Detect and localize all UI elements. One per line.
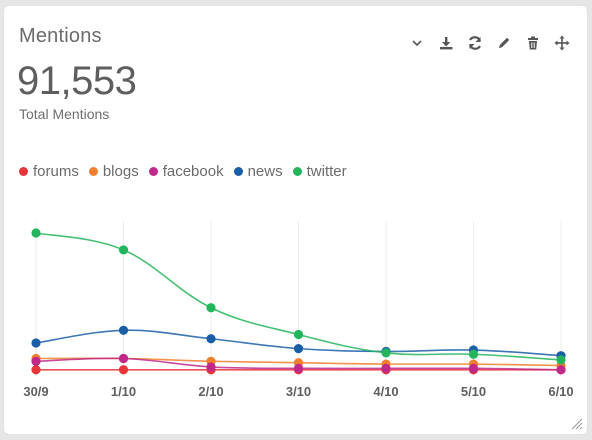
line-chart: 30/9 1/10 2/10 3/10 4/10 5/10 6/10 bbox=[23, 221, 574, 399]
x-tick-label: 2/10 bbox=[198, 384, 223, 399]
x-tick-label: 5/10 bbox=[461, 384, 486, 399]
legend-item-forums[interactable]: forums bbox=[19, 163, 79, 180]
legend-dot-blogs bbox=[88, 167, 98, 176]
data-point-twitter[interactable] bbox=[118, 245, 129, 255]
data-point-twitter[interactable] bbox=[468, 349, 479, 359]
x-tick-label: 1/10 bbox=[111, 384, 136, 399]
legend-item-twitter[interactable]: twitter bbox=[292, 163, 347, 180]
refresh-icon[interactable] bbox=[465, 33, 484, 52]
data-point-facebook[interactable] bbox=[293, 363, 304, 373]
data-point-forums[interactable] bbox=[31, 365, 41, 375]
download-icon[interactable] bbox=[436, 33, 455, 52]
data-point-facebook[interactable] bbox=[118, 353, 129, 364]
legend-dot-facebook bbox=[148, 167, 158, 176]
data-point-twitter[interactable] bbox=[293, 329, 304, 340]
x-tick-label: 3/10 bbox=[286, 384, 311, 399]
data-point-twitter[interactable] bbox=[556, 355, 566, 365]
widget-title: Mentions bbox=[19, 25, 102, 47]
legend-item-blogs[interactable]: blogs bbox=[88, 163, 139, 180]
legend-dot-forums bbox=[19, 167, 28, 176]
widget-toolbar bbox=[407, 33, 571, 52]
legend-dot-twitter bbox=[292, 167, 302, 176]
data-point-news[interactable] bbox=[206, 334, 216, 344]
resize-handle-icon[interactable] bbox=[569, 416, 583, 430]
data-point-twitter[interactable] bbox=[31, 228, 41, 238]
data-point-facebook[interactable] bbox=[381, 363, 391, 373]
x-tick-label: 30/9 bbox=[23, 384, 48, 399]
legend-label-forums: forums bbox=[33, 163, 79, 180]
edit-icon[interactable] bbox=[494, 33, 513, 52]
trash-icon[interactable] bbox=[523, 33, 542, 52]
mentions-widget: Mentions bbox=[3, 5, 588, 435]
move-icon[interactable] bbox=[552, 33, 571, 52]
data-point-news[interactable] bbox=[31, 338, 41, 348]
data-point-facebook[interactable] bbox=[556, 365, 566, 375]
data-point-twitter[interactable] bbox=[381, 348, 391, 358]
data-point-news[interactable] bbox=[118, 325, 129, 335]
data-point-facebook[interactable] bbox=[206, 362, 216, 372]
chevron-down-icon[interactable] bbox=[407, 33, 426, 52]
chart-legend: forums blogs facebook news twitter bbox=[19, 163, 357, 180]
data-point-facebook[interactable] bbox=[31, 356, 41, 366]
legend-label-twitter: twitter bbox=[306, 163, 347, 180]
legend-dot-news bbox=[233, 167, 243, 176]
legend-label-news: news bbox=[247, 163, 283, 180]
total-mentions-value: 91,553 bbox=[17, 59, 137, 103]
x-tick-label: 4/10 bbox=[373, 384, 398, 399]
data-point-twitter[interactable] bbox=[206, 303, 216, 313]
x-tick-label: 6/10 bbox=[548, 384, 573, 399]
legend-label-blogs: blogs bbox=[102, 163, 139, 180]
legend-label-facebook: facebook bbox=[162, 163, 224, 180]
legend-item-news[interactable]: news bbox=[233, 163, 283, 180]
data-point-forums[interactable] bbox=[118, 365, 129, 375]
data-point-facebook[interactable] bbox=[468, 363, 479, 373]
total-mentions-label: Total Mentions bbox=[19, 106, 110, 122]
legend-item-facebook[interactable]: facebook bbox=[148, 163, 224, 180]
data-point-news[interactable] bbox=[293, 344, 304, 354]
